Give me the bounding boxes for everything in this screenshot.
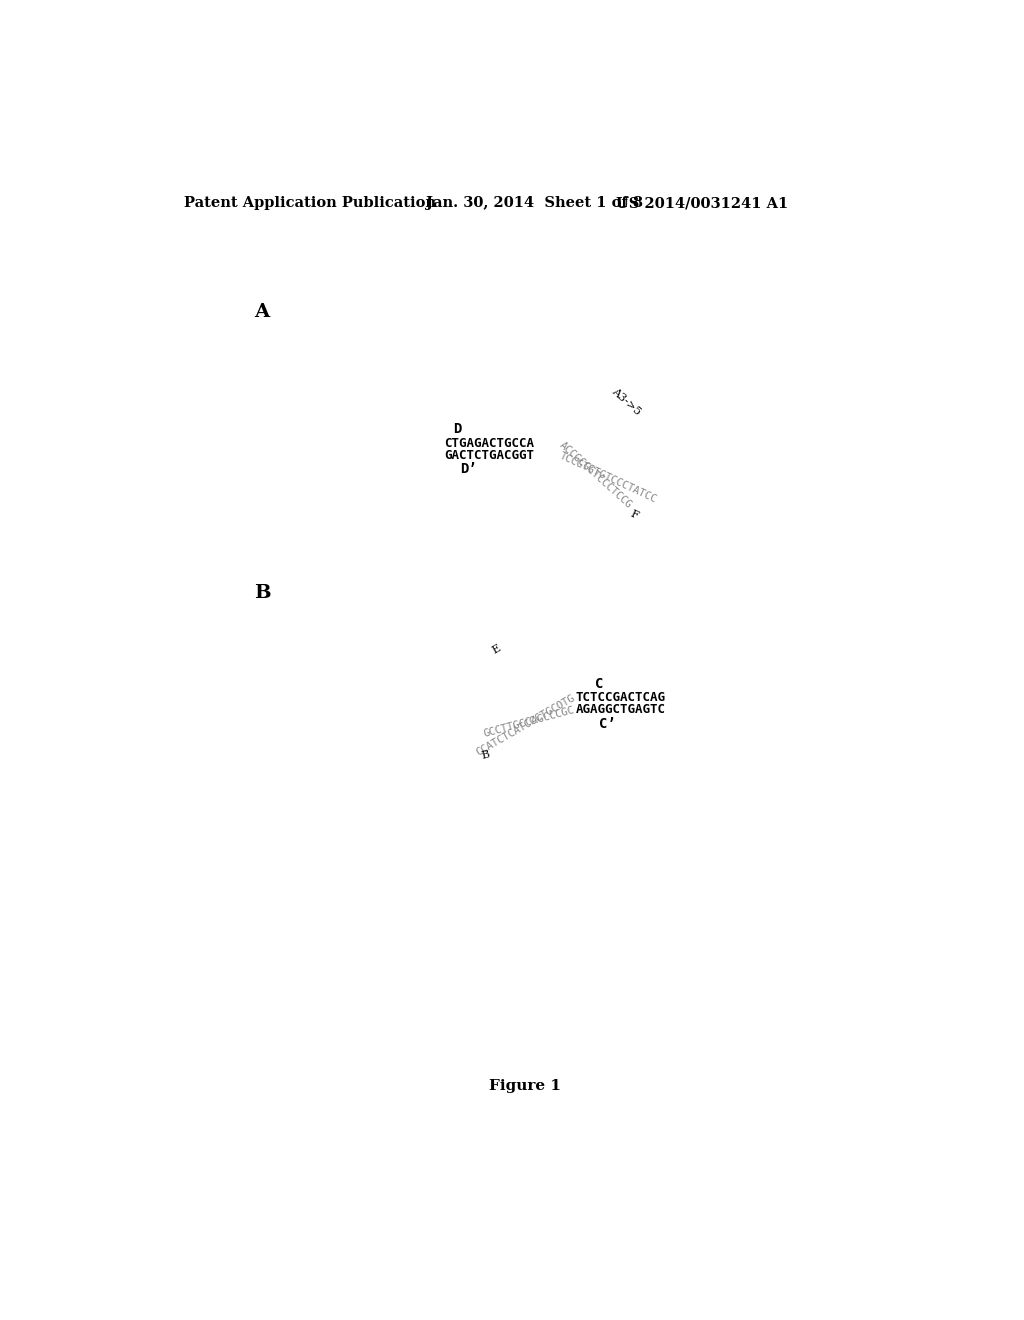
- Text: GCCTTGCCAGCCCGC: GCCTTGCCAGCCCGC: [482, 705, 575, 739]
- Text: TCCGTGTGTCCCTATCC: TCCGTGTGTCCCTATCC: [558, 451, 658, 506]
- Text: Jan. 30, 2014  Sheet 1 of 8: Jan. 30, 2014 Sheet 1 of 8: [426, 197, 643, 210]
- Text: CCATCTCATCCCTGCOTG: CCATCTCATCCCTGCOTG: [474, 693, 577, 758]
- Text: CTGAGACTGCCA: CTGAGACTGCCA: [444, 437, 535, 450]
- Text: C: C: [595, 677, 604, 690]
- Text: AGAGGCTGAGTC: AGAGGCTGAGTC: [575, 704, 666, 717]
- Text: Patent Application Publication: Patent Application Publication: [183, 197, 436, 210]
- Text: F: F: [628, 508, 639, 521]
- Text: B: B: [254, 585, 271, 602]
- Text: D’: D’: [460, 462, 476, 477]
- Text: C’: C’: [599, 717, 616, 730]
- Text: GACTCTGACGGT: GACTCTGACGGT: [444, 449, 535, 462]
- Text: B: B: [480, 748, 490, 760]
- Text: A3->5: A3->5: [610, 385, 643, 417]
- Text: ACCGCGCTCCCTCCG: ACCGCGCTCCCTCCG: [557, 440, 634, 510]
- Text: D: D: [454, 422, 462, 437]
- Text: A: A: [254, 304, 269, 321]
- Text: E: E: [490, 643, 503, 656]
- Text: US 2014/0031241 A1: US 2014/0031241 A1: [616, 197, 788, 210]
- Text: TCTCCGACTCAG: TCTCCGACTCAG: [575, 690, 666, 704]
- Text: Figure 1: Figure 1: [488, 1080, 561, 1093]
